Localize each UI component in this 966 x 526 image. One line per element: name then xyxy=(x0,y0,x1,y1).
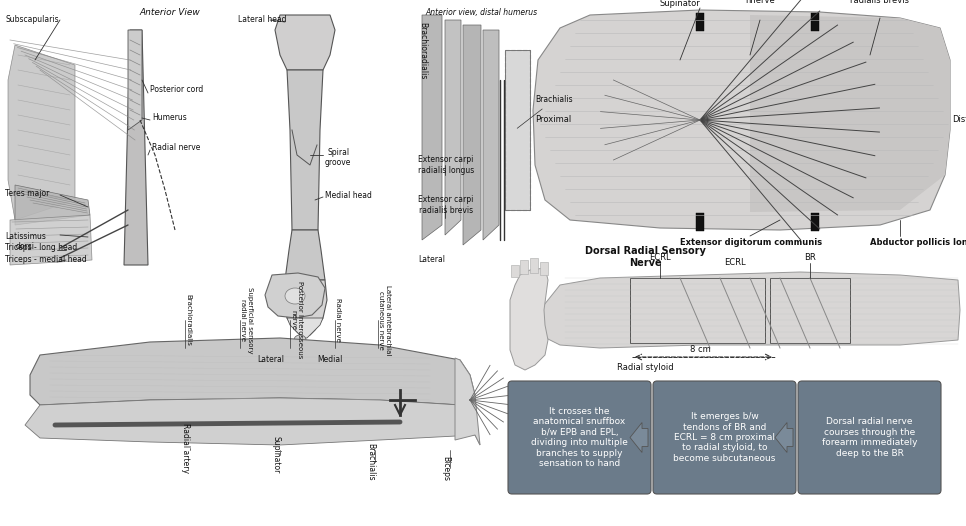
Text: BR: BR xyxy=(804,253,816,262)
FancyArrow shape xyxy=(630,422,648,452)
Text: Distal: Distal xyxy=(952,116,966,125)
Text: Radial nerve: Radial nerve xyxy=(152,144,200,153)
Text: Medial: Medial xyxy=(317,355,342,364)
Ellipse shape xyxy=(285,288,305,304)
Polygon shape xyxy=(533,10,950,230)
Text: Latissimus
dorsi: Latissimus dorsi xyxy=(5,232,45,251)
Polygon shape xyxy=(511,265,519,277)
Text: Lateral: Lateral xyxy=(418,255,445,264)
Text: 8 cm: 8 cm xyxy=(690,345,710,354)
Text: Posterior
Interosseous
nnerve: Posterior Interosseous nnerve xyxy=(733,0,787,5)
Polygon shape xyxy=(8,45,75,220)
Bar xyxy=(770,278,850,343)
Text: Teres major: Teres major xyxy=(5,188,49,197)
Polygon shape xyxy=(15,185,90,225)
Text: Extensor carpi
radialis longus: Extensor carpi radialis longus xyxy=(418,155,474,175)
Text: Brachioradialis: Brachioradialis xyxy=(185,294,191,346)
Text: Triceps - long head: Triceps - long head xyxy=(5,244,77,252)
Text: Triceps - medial head: Triceps - medial head xyxy=(5,256,87,265)
Text: Radial artery: Radial artery xyxy=(181,423,190,473)
FancyArrow shape xyxy=(775,422,793,452)
Text: Lateral antebrachial
cutaneous nerve: Lateral antebrachial cutaneous nerve xyxy=(378,285,391,355)
Polygon shape xyxy=(463,25,481,245)
Text: Superficial sensory
radial nerve: Superficial sensory radial nerve xyxy=(240,287,253,353)
FancyBboxPatch shape xyxy=(508,381,651,494)
Polygon shape xyxy=(275,15,335,70)
Text: Subscapularis: Subscapularis xyxy=(5,15,59,24)
Polygon shape xyxy=(10,215,92,265)
Text: Extensor carpi
radialis brevis: Extensor carpi radialis brevis xyxy=(418,195,473,215)
Text: It crosses the
anatomical snuffbox
b/w EPB and EPL,
dividing into multiple
branc: It crosses the anatomical snuffbox b/w E… xyxy=(531,407,628,468)
Polygon shape xyxy=(285,230,325,280)
Text: Brachialis: Brachialis xyxy=(366,443,375,481)
Polygon shape xyxy=(128,30,142,130)
Text: Biceps: Biceps xyxy=(441,456,450,480)
FancyBboxPatch shape xyxy=(653,381,796,494)
Text: Anterior View: Anterior View xyxy=(140,8,200,17)
Text: Extensor digitorum communis: Extensor digitorum communis xyxy=(680,238,822,247)
Text: Supinator: Supinator xyxy=(660,0,700,8)
Text: Brachialis: Brachialis xyxy=(517,96,573,128)
Polygon shape xyxy=(422,15,442,240)
Polygon shape xyxy=(455,358,480,445)
Polygon shape xyxy=(750,15,950,212)
Text: It emerges b/w
tendons of BR and
ECRL = 8 cm proximal
to radial styloid, to
beco: It emerges b/w tendons of BR and ECRL = … xyxy=(673,412,776,463)
Text: Extensor carpi
radialis brevis: Extensor carpi radialis brevis xyxy=(850,0,910,5)
Polygon shape xyxy=(30,338,475,405)
Text: Dorsal Radial Sensory
Nerve: Dorsal Radial Sensory Nerve xyxy=(584,246,705,268)
FancyBboxPatch shape xyxy=(798,381,941,494)
Text: Proximal: Proximal xyxy=(535,116,571,125)
Text: ECRL: ECRL xyxy=(649,253,670,262)
Polygon shape xyxy=(287,70,323,230)
Text: Brachioradialis: Brachioradialis xyxy=(418,22,427,79)
Polygon shape xyxy=(124,30,148,265)
Text: Dorsal radial nerve
courses through the
forearm immediately
deep to the BR: Dorsal radial nerve courses through the … xyxy=(822,418,918,458)
Text: Lateral: Lateral xyxy=(257,355,284,364)
Bar xyxy=(630,278,765,343)
Polygon shape xyxy=(540,272,960,348)
Polygon shape xyxy=(25,398,480,445)
Text: Spiral
groove: Spiral groove xyxy=(325,148,352,167)
Text: Medial head: Medial head xyxy=(325,190,372,199)
Polygon shape xyxy=(505,50,530,210)
Text: Abductor pollicis longus: Abductor pollicis longus xyxy=(870,238,966,247)
Bar xyxy=(696,213,704,231)
Polygon shape xyxy=(510,268,548,370)
Ellipse shape xyxy=(294,335,306,345)
Text: Lateral head: Lateral head xyxy=(238,15,287,24)
Bar xyxy=(505,50,530,210)
Text: ECRL: ECRL xyxy=(724,258,746,267)
Polygon shape xyxy=(520,260,528,274)
Polygon shape xyxy=(287,318,323,338)
Text: Humerus: Humerus xyxy=(152,114,186,123)
Polygon shape xyxy=(530,258,538,273)
Text: Radial styloid: Radial styloid xyxy=(616,363,673,372)
Text: Posterior cord: Posterior cord xyxy=(150,86,203,95)
Text: Posterior interosseous
nerve: Posterior interosseous nerve xyxy=(290,281,303,359)
Text: Radial nerve: Radial nerve xyxy=(335,298,341,342)
Text: Anterior view, distal humerus: Anterior view, distal humerus xyxy=(425,8,537,17)
Polygon shape xyxy=(445,20,461,235)
Bar xyxy=(811,213,819,231)
Polygon shape xyxy=(265,273,325,318)
Polygon shape xyxy=(283,280,327,335)
Bar xyxy=(811,13,819,31)
Bar xyxy=(696,13,704,31)
Text: Supinator: Supinator xyxy=(271,436,280,474)
Polygon shape xyxy=(483,30,499,240)
Polygon shape xyxy=(540,262,548,275)
